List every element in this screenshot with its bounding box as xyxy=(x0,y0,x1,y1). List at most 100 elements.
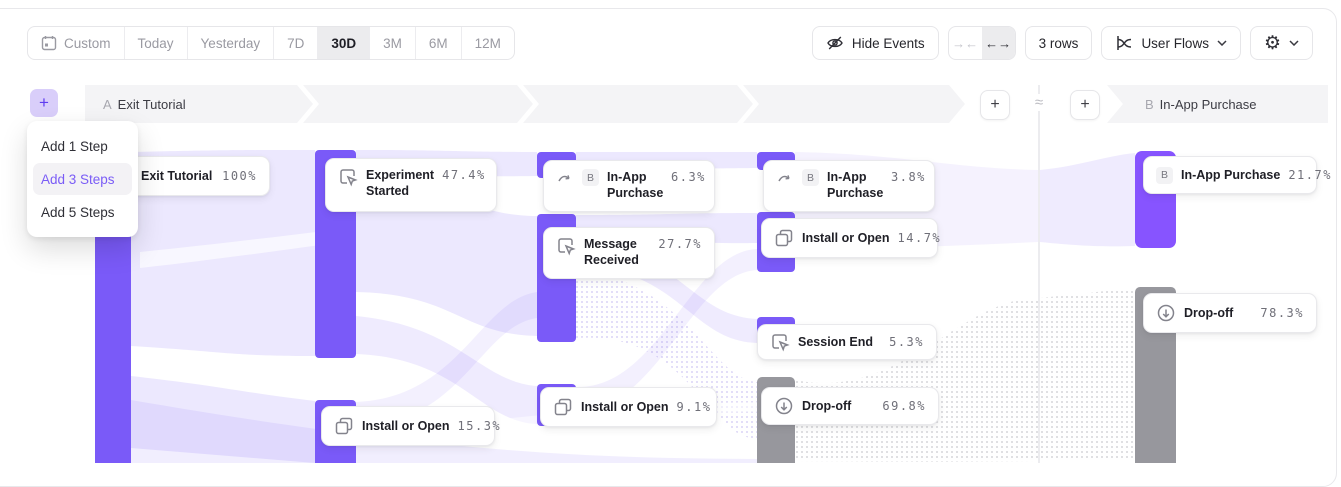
cursor-click-icon xyxy=(558,238,576,256)
approx-icon: ≈ xyxy=(1028,94,1050,111)
node-label: Install or Open xyxy=(581,399,669,414)
collapse-columns-button[interactable]: →← xyxy=(949,27,982,59)
node-percent: 5.3% xyxy=(889,335,924,349)
node-card-experiment-started[interactable]: Experiment Started 47.4% xyxy=(325,158,497,212)
node-label: Drop-off xyxy=(802,398,852,413)
event-b-badge: B xyxy=(802,169,819,186)
node-percent: 3.8% xyxy=(891,170,926,184)
collapse-expand-toggle: →← ←→ xyxy=(947,26,1016,60)
add-step-button[interactable]: + xyxy=(30,89,58,117)
node-percent: 78.3% xyxy=(1260,306,1304,320)
node-label: In-App Purchase xyxy=(1181,167,1281,182)
node-card-install-or-open-9[interactable]: Install or Open 9.1% xyxy=(540,387,717,427)
date-range-custom[interactable]: Custom xyxy=(28,27,125,59)
node-card-in-app-purchase-6[interactable]: B In-App Purchase 6.3% xyxy=(543,160,715,212)
forward-flow-icon xyxy=(558,175,570,182)
date-range-3m[interactable]: 3M xyxy=(370,27,416,59)
calendar-icon xyxy=(41,36,57,51)
node-percent: 6.3% xyxy=(671,170,706,184)
node-card-exit-tutorial[interactable]: Exit Tutorial 100% xyxy=(128,156,270,196)
hide-events-label: Hide Events xyxy=(851,35,925,51)
collapse-icon: →← xyxy=(952,35,979,51)
expand-columns-button[interactable]: ←→ xyxy=(981,27,1015,59)
flow-ribbons xyxy=(131,150,1135,463)
step-header-b[interactable]: B In-App Purchase xyxy=(1107,85,1328,123)
step-header-a-label: A Exit Tutorial xyxy=(103,96,186,112)
menu-item-add-5-steps[interactable]: Add 5 Steps xyxy=(41,204,115,220)
node-card-install-or-open-14[interactable]: Install or Open 14.7% xyxy=(761,218,940,258)
step-header-a[interactable]: A Exit Tutorial xyxy=(85,85,313,123)
node-card-message-received[interactable]: Message Received 27.7% xyxy=(543,227,715,279)
add-steps-menu: Add 1 Step Add 3 Steps Add 5 Steps xyxy=(27,121,138,237)
expand-icon: ←→ xyxy=(985,35,1012,51)
menu-item-add-3-steps[interactable]: Add 3 Steps xyxy=(33,163,132,195)
node-percent: 100% xyxy=(222,169,257,183)
node-label: Drop-off xyxy=(1184,305,1234,320)
plus-icon: + xyxy=(1080,96,1090,113)
plus-icon: + xyxy=(990,96,1000,113)
node-label: Message Received xyxy=(584,237,639,268)
node-card-in-app-purchase-3[interactable]: B In-App Purchase 3.8% xyxy=(763,160,935,212)
settings-dropdown-button[interactable]: ⚙ xyxy=(1249,26,1313,60)
chevron-down-icon xyxy=(1217,40,1227,46)
toolbar-right: Hide Events →← ←→ 3 rows User Flows ⚙ xyxy=(811,26,1313,60)
event-b-badge: B xyxy=(582,169,599,186)
menu-item-add-1-step[interactable]: Add 1 Step xyxy=(41,138,108,154)
date-range-6m[interactable]: 6M xyxy=(416,27,462,59)
step-header-b-label: B In-App Purchase xyxy=(1145,96,1257,112)
step-letter-a: A xyxy=(103,96,112,112)
node-card-in-app-purchase-21[interactable]: B In-App Purchase 21.7% xyxy=(1143,156,1330,194)
cursor-click-icon xyxy=(772,334,790,352)
rows-count-button[interactable]: 3 rows xyxy=(1024,26,1093,60)
view-selector-button[interactable]: User Flows xyxy=(1101,26,1241,60)
date-range-selector: Custom Today Yesterday 7D 30D 3M 6M 12M xyxy=(27,26,515,60)
node-percent: 69.8% xyxy=(882,399,926,413)
hide-events-button[interactable]: Hide Events xyxy=(811,26,939,60)
view-selector-label: User Flows xyxy=(1141,35,1209,51)
date-range-today[interactable]: Today xyxy=(125,27,188,59)
node-label: Session End xyxy=(798,334,874,349)
node-label: Install or Open xyxy=(362,418,450,433)
eye-off-icon xyxy=(827,36,843,50)
node-percent: 47.4% xyxy=(442,168,486,182)
gear-icon: ⚙ xyxy=(1263,32,1281,54)
event-b-badge: B xyxy=(1156,166,1173,184)
rows-count-label: 3 rows xyxy=(1038,35,1079,51)
node-label: In-App Purchase xyxy=(607,170,664,201)
node-percent: 21.7% xyxy=(1288,168,1332,182)
node-percent: 27.7% xyxy=(658,237,702,251)
copy-squares-icon xyxy=(335,417,353,435)
date-range-12m[interactable]: 12M xyxy=(474,35,501,51)
node-label: Experiment Started xyxy=(366,168,435,199)
forward-flow-icon xyxy=(778,175,790,182)
node-label: Exit Tutorial xyxy=(141,168,213,183)
node-card-session-end[interactable]: Session End 5.3% xyxy=(757,324,937,360)
date-range-7d[interactable]: 7D xyxy=(274,27,319,59)
node-card-drop-off-69[interactable]: Drop-off 69.8% xyxy=(761,387,939,425)
date-range-30d[interactable]: 30D xyxy=(318,27,371,59)
step-letter-b: B xyxy=(1145,96,1154,112)
node-percent: 15.3% xyxy=(457,419,502,433)
flow-divider xyxy=(1038,85,1040,463)
copy-squares-icon xyxy=(775,229,793,247)
add-step-left-of-flow-b-button[interactable]: + xyxy=(1070,90,1100,120)
drop-off-icon xyxy=(775,397,793,415)
step-header-3[interactable] xyxy=(523,85,753,123)
node-card-drop-off-78[interactable]: Drop-off 78.3% xyxy=(1143,293,1317,333)
step-header-4[interactable] xyxy=(743,85,965,123)
copy-squares-icon xyxy=(554,398,572,416)
node-percent: 14.7% xyxy=(897,231,942,245)
toolbar: Custom Today Yesterday 7D 30D 3M 6M 12M … xyxy=(27,26,1313,60)
plus-icon: + xyxy=(39,93,49,112)
date-range-yesterday[interactable]: Yesterday xyxy=(188,27,275,59)
cursor-click-icon xyxy=(340,169,358,187)
step-header-2[interactable] xyxy=(303,85,533,123)
node-percent: 9.1% xyxy=(676,400,712,414)
node-label: Install or Open xyxy=(802,230,890,245)
date-range-label: Custom xyxy=(64,35,111,51)
node-card-install-or-open-15[interactable]: Install or Open 15.3% xyxy=(321,406,500,446)
drop-off-icon xyxy=(1157,304,1175,322)
node-label: In-App Purchase xyxy=(827,170,884,201)
chevron-down-icon xyxy=(1289,40,1299,46)
add-step-right-of-flow-a-button[interactable]: + xyxy=(980,90,1010,120)
